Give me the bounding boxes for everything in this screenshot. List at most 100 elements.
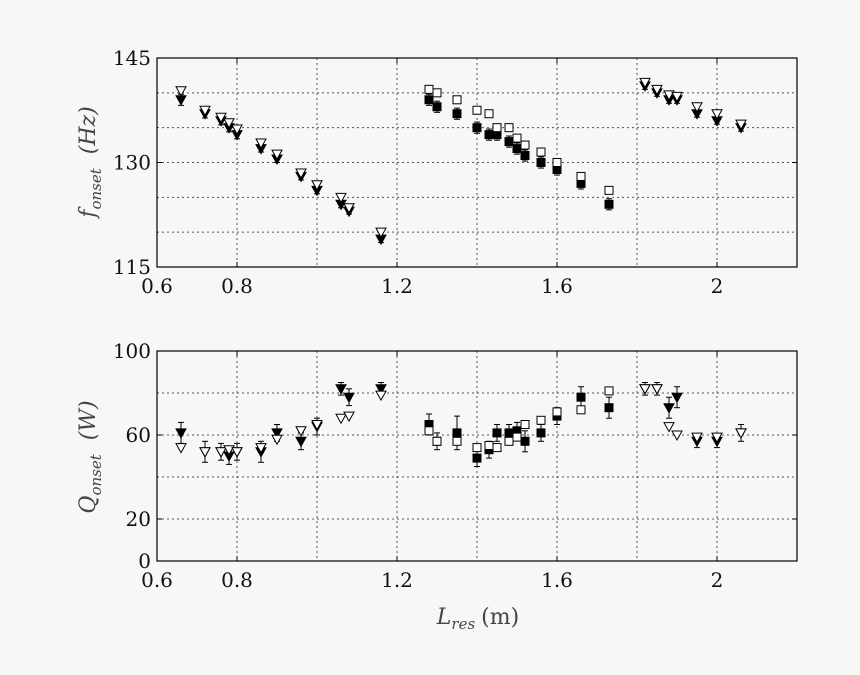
x-tick-label: 0.8 [221, 274, 253, 298]
y-tick-label: 20 [126, 507, 151, 531]
point-triangle-filled [295, 436, 307, 448]
point-triangle-open [199, 105, 211, 117]
point-triangle-open [223, 445, 235, 456]
point-square-open [432, 436, 442, 446]
point-square-filled [424, 95, 434, 105]
point-square-open [472, 105, 482, 115]
point-triangle-open [691, 432, 703, 444]
x-tick-label: 0.6 [141, 274, 173, 298]
point-square-filled [520, 151, 530, 161]
point-square-open [452, 436, 462, 446]
point-triangle-open [639, 77, 651, 89]
point-square-open [484, 109, 494, 119]
x-tick-label: 2 [711, 274, 724, 298]
point-triangle-open [311, 420, 323, 431]
point-triangle-filled [671, 392, 683, 404]
point-triangle-open [295, 426, 307, 437]
point-triangle-open [271, 149, 283, 161]
point-square-open [512, 133, 522, 143]
point-square-filled [536, 428, 546, 438]
point-square-open [512, 432, 522, 442]
point-square-filled [576, 392, 586, 402]
y-tick-label: 0 [138, 549, 151, 573]
point-square-open [484, 441, 494, 450]
point-triangle-open [735, 428, 747, 439]
point-square-filled [492, 428, 502, 438]
y-tick-label: 60 [126, 423, 151, 447]
point-square-filled [472, 123, 482, 133]
point-square-open [576, 405, 586, 415]
point-square-filled [432, 102, 442, 112]
point-square-open [424, 84, 434, 94]
point-triangle-open [215, 447, 227, 458]
point-square-open [576, 171, 586, 181]
ylabel-power: Qonset(W) [76, 400, 105, 513]
point-triangle-open [651, 384, 663, 395]
x-tick-label: 0.8 [221, 568, 253, 592]
point-triangle-open [175, 443, 187, 454]
point-triangle-open [711, 109, 723, 120]
y-tick-label: 100 [113, 339, 151, 363]
point-square-filled [452, 109, 462, 119]
point-triangle-filled [175, 95, 187, 106]
point-square-open [604, 386, 614, 396]
point-triangle-open [663, 422, 675, 433]
point-square-open [504, 123, 514, 133]
point-square-open [492, 123, 502, 133]
point-square-filled [512, 144, 522, 154]
point-triangle-open [711, 432, 723, 444]
x-tick-label: 1.2 [381, 274, 413, 298]
point-triangle-open [343, 411, 355, 423]
point-square-open [552, 407, 562, 417]
point-square-filled [484, 130, 494, 140]
point-triangle-filled [375, 384, 387, 395]
point-triangle-open [735, 119, 747, 131]
point-triangle-open [231, 447, 243, 458]
point-triangle-filled [343, 392, 355, 404]
point-triangle-filled [271, 428, 283, 439]
frequency-panel: 0.6 0.8 1.2 1.6 2 115 130 145 [113, 46, 798, 298]
point-square-filled [520, 436, 530, 446]
point-triangle-open [651, 84, 663, 96]
ylabel-frequency: fonset(Hz) [76, 106, 105, 219]
point-triangle-open [335, 413, 347, 425]
point-triangle-open [295, 168, 307, 179]
point-square-filled [604, 403, 614, 413]
point-square-filled [452, 428, 462, 438]
point-triangle-open [671, 91, 683, 103]
plot-frame [156, 350, 798, 562]
point-square-filled [504, 137, 514, 147]
point-triangle-open [375, 390, 387, 402]
point-square-open [424, 426, 434, 436]
point-triangle-open [271, 434, 283, 446]
point-triangle-open [691, 102, 703, 113]
y-tick-label: 130 [113, 151, 151, 175]
point-square-open [472, 443, 482, 453]
point-square-open [492, 443, 502, 453]
point-square-open [520, 420, 530, 429]
point-square-open [536, 415, 546, 425]
x-tick-label: 1.6 [541, 568, 573, 592]
point-square-open [452, 95, 462, 105]
point-triangle-open [311, 180, 323, 191]
point-triangle-open [639, 384, 651, 395]
point-square-open [520, 140, 530, 150]
point-square-filled [472, 453, 482, 463]
point-triangle-open [215, 112, 227, 124]
point-square-filled [536, 158, 546, 167]
x-tick-label: 0.6 [141, 568, 173, 592]
point-square-open [536, 147, 546, 157]
point-triangle-filled [663, 403, 675, 414]
point-square-open [552, 158, 562, 167]
xlabel-length: Lres (m) [436, 605, 519, 633]
point-triangle-open [335, 192, 347, 204]
point-square-open [432, 88, 442, 98]
point-triangle-open [375, 227, 387, 239]
point-triangle-open [343, 203, 355, 214]
point-triangle-open [671, 430, 683, 442]
x-tick-label: 1.6 [541, 274, 573, 298]
point-square-filled [504, 428, 514, 438]
x-tick-label: 1.2 [381, 568, 413, 592]
point-triangle-filled [175, 428, 187, 439]
